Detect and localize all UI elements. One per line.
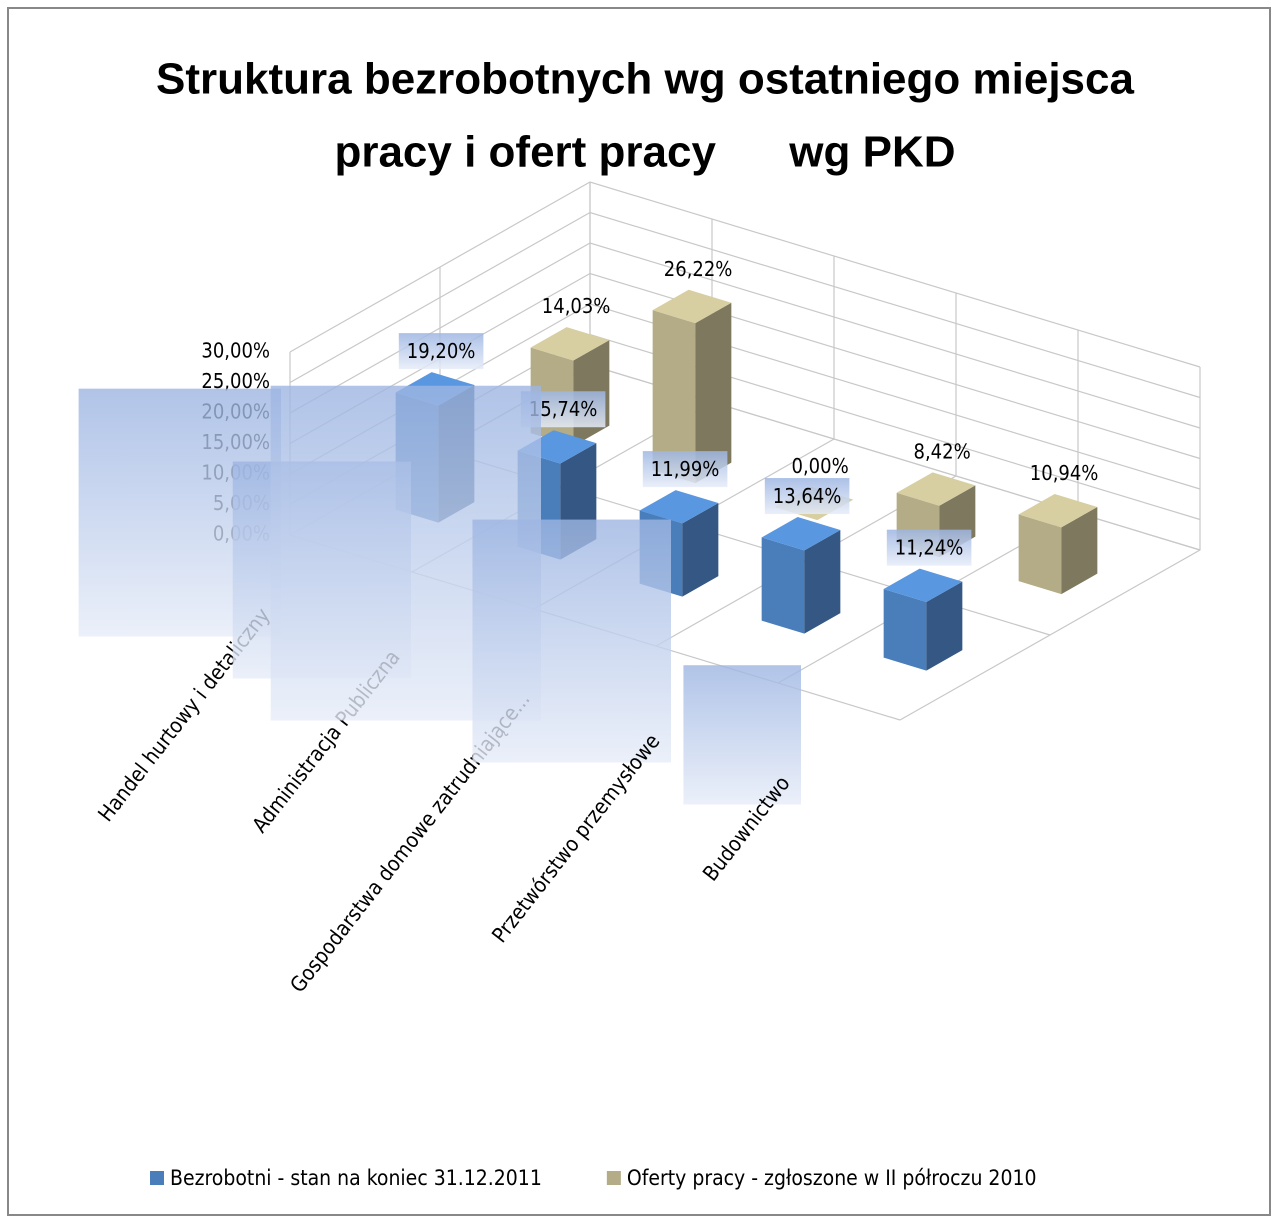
bar-front	[883, 589, 927, 671]
bar-side	[1061, 506, 1098, 595]
category-label-bg	[683, 665, 801, 805]
bar-top	[896, 472, 976, 506]
value-label: 11,24%	[895, 536, 964, 560]
value-label: 14,03%	[542, 294, 611, 318]
bar-top	[652, 289, 732, 324]
value-label: 0,00%	[792, 454, 849, 478]
legend-swatch	[606, 1171, 621, 1185]
chart-title: Struktura bezrobotnych wg ostatniego mie…	[156, 55, 1134, 104]
legend-swatch	[150, 1171, 164, 1185]
bar-top	[761, 517, 841, 551]
value-label: 13,64%	[773, 484, 842, 508]
bar-side	[804, 529, 841, 634]
bar-top	[639, 490, 719, 524]
bar-side	[682, 503, 719, 597]
value-label: 11,99%	[651, 457, 720, 481]
legend-label: Oferty pracy - zgłoszone w II półroczu 2…	[627, 1166, 1037, 1190]
bar-front	[1018, 514, 1062, 595]
legend-label: Bezrobotni - stan na koniec 31.12.2011	[170, 1166, 542, 1190]
bar-top	[530, 327, 610, 361]
value-label: 19,20%	[407, 339, 476, 363]
value-label-bg	[398, 333, 484, 370]
value-label-bg	[886, 529, 972, 566]
value-label: 10,94%	[1030, 461, 1099, 485]
value-label: 8,42%	[914, 439, 971, 463]
value-label: 26,22%	[664, 257, 733, 281]
value-label-bg	[642, 451, 728, 488]
bar-side	[695, 302, 732, 484]
value-label-bg	[764, 478, 850, 515]
bar-side	[926, 581, 963, 671]
bar-top	[1018, 493, 1098, 528]
bar-top	[883, 568, 963, 603]
bar-front	[652, 310, 696, 484]
chart-title: pracy i ofert pracy wg PKD	[334, 128, 955, 177]
y-tick-label: 30,00%	[201, 339, 270, 363]
bar-front	[761, 537, 805, 634]
category-label-bg	[472, 519, 671, 763]
